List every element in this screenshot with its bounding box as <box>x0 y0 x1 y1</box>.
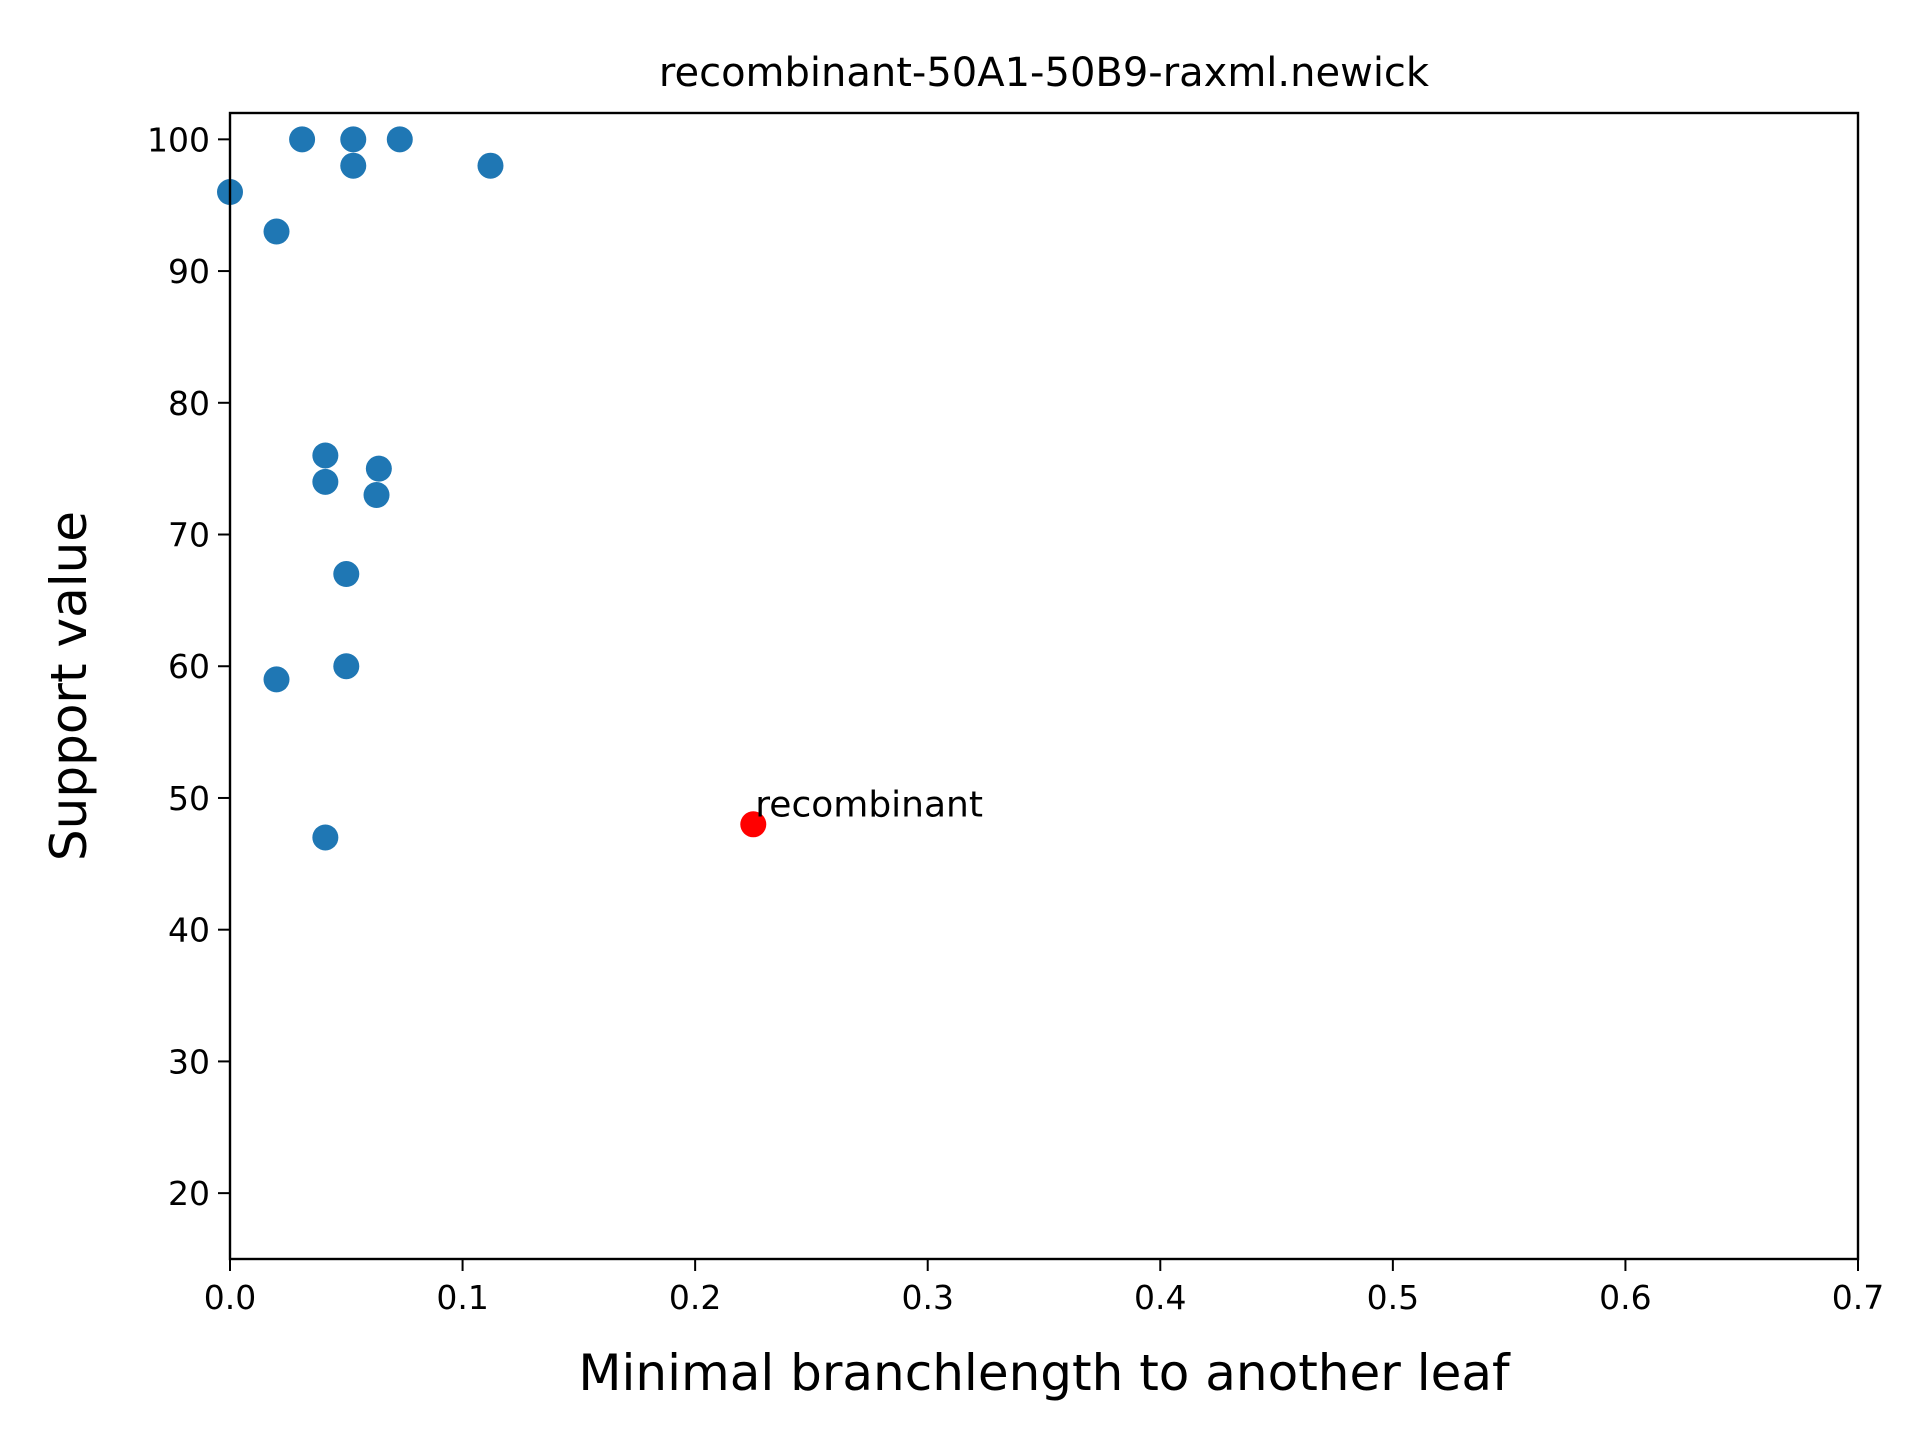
y-axis-title: Support value <box>40 511 98 861</box>
x-axis-title: Minimal branchlength to another leaf <box>578 1344 1511 1402</box>
scatter-point <box>365 455 392 482</box>
y-tick-label: 100 <box>147 120 210 159</box>
x-tick-label: 0.5 <box>1367 1278 1419 1317</box>
y-tick-label: 60 <box>168 647 210 686</box>
scatter-point <box>312 468 339 495</box>
plot-frame <box>228 111 1860 1261</box>
y-tick-label: 70 <box>168 516 210 555</box>
x-tick-label: 0.6 <box>1599 1278 1651 1317</box>
x-tick-label: 0.1 <box>436 1278 488 1317</box>
annotations: recombinant <box>755 784 983 825</box>
y-tick-label: 50 <box>168 779 210 818</box>
scatter-point <box>263 666 290 693</box>
point-annotation: recombinant <box>755 784 983 825</box>
scatter-point <box>386 126 413 153</box>
scatter-point <box>333 561 360 588</box>
scatter-point <box>263 218 290 245</box>
scatter-point <box>340 152 367 179</box>
x-tick-label: 0.0 <box>204 1278 256 1317</box>
y-tick-label: 20 <box>168 1174 210 1213</box>
scatter-point <box>740 811 767 838</box>
data-points <box>217 126 767 851</box>
x-tick-label: 0.2 <box>669 1278 721 1317</box>
x-tick-label: 0.4 <box>1134 1278 1186 1317</box>
y-tick-label: 80 <box>168 384 210 423</box>
scatter-point <box>289 126 316 153</box>
scatter-point <box>363 482 390 508</box>
chart-title: recombinant-50A1-50B9-raxml.newick <box>659 50 1430 96</box>
y-tick-label: 90 <box>168 252 210 291</box>
x-tick-label: 0.7 <box>1832 1278 1884 1317</box>
scatter-point <box>340 126 367 153</box>
y-tick-label: 30 <box>168 1042 210 1081</box>
scatter-point <box>333 653 360 680</box>
y-tick-label: 40 <box>168 911 210 950</box>
x-tick-label: 0.3 <box>901 1278 953 1317</box>
scatter-point <box>477 152 504 179</box>
x-axis: 0.0 0.1 0.2 0.3 0.4 0.5 0.6 0.7 <box>204 1259 1884 1317</box>
scatter-point <box>312 442 339 469</box>
y-axis: 20 30 40 50 60 70 80 90 100 <box>147 120 230 1213</box>
scatter-point <box>312 824 339 851</box>
